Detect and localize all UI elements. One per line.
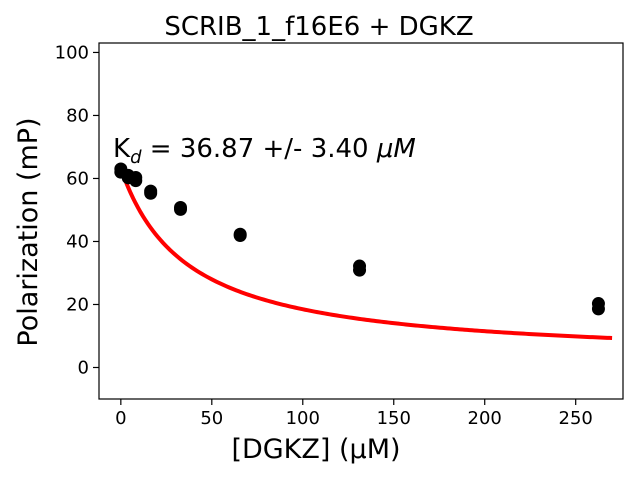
plot-area	[114, 162, 613, 341]
y-axis-label: Polarization (mP)	[13, 117, 44, 346]
y-tick-label: 100	[55, 42, 89, 63]
kd-annotation-prefix: K	[113, 134, 131, 164]
kd-annotation: Kd = 36.87 +/- 3.40 μM	[113, 134, 416, 168]
kd-annotation-value: = 36.87 +/- 3.40	[142, 134, 377, 164]
kd-annotation-subscript: d	[130, 147, 142, 168]
fit-curve	[118, 167, 613, 341]
data-point	[591, 302, 605, 316]
data-point	[144, 186, 158, 200]
x-tick-label: 200	[468, 408, 502, 429]
kd-annotation-unit: μM	[376, 134, 416, 164]
chart-title: SCRIB_1_f16E6 + DGKZ	[164, 12, 473, 42]
axes-frame	[98, 42, 624, 400]
data-point	[353, 263, 367, 277]
y-tick-label: 60	[66, 168, 89, 189]
y-tick-label: 80	[66, 105, 89, 126]
x-tick-label: 250	[559, 408, 593, 429]
data-points	[114, 162, 605, 316]
data-point	[174, 202, 188, 216]
x-tick-label: 0	[115, 408, 126, 429]
data-point	[129, 174, 143, 188]
data-point	[233, 228, 247, 242]
x-tick-label: 100	[286, 408, 320, 429]
x-tick-label: 50	[200, 408, 223, 429]
y-tick-label: 0	[78, 357, 89, 378]
x-axis-label: [DGKZ] (μM)	[231, 434, 400, 465]
y-tick-label: 40	[66, 231, 89, 252]
y-axis-ticks: 0 20 40 60 80 100	[55, 42, 99, 378]
y-tick-label: 20	[66, 294, 89, 315]
x-tick-label: 150	[377, 408, 411, 429]
x-axis-ticks: 0 50 100 150 200 250	[115, 399, 593, 429]
